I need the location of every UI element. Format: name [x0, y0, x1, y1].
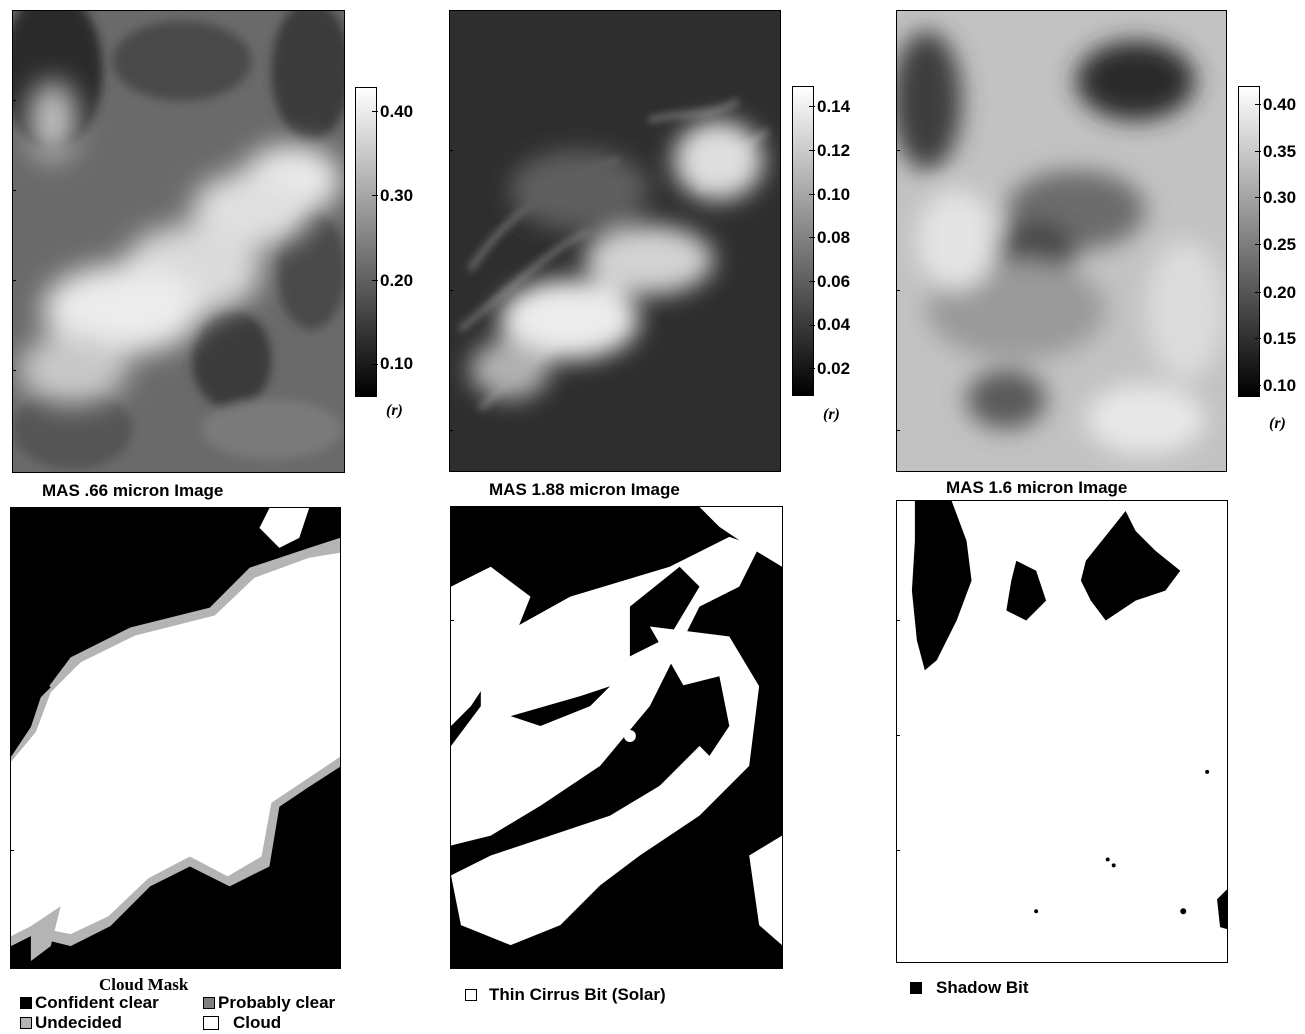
mas-066-image-content: [13, 11, 344, 472]
legend-label: Probably clear: [218, 993, 336, 1012]
cloud-mask-image-content: [11, 508, 340, 968]
shadow-bit-image-content: [897, 501, 1227, 962]
colorbar-label: 0.35: [1263, 142, 1297, 161]
mas-066-caption: MAS .66 micron Image: [42, 481, 224, 500]
legend-label: Confident clear: [35, 993, 159, 1012]
mas-188-image: [449, 10, 781, 472]
colorbar-label: 0.40: [380, 102, 414, 121]
colorbar-label: 0.14: [817, 97, 851, 116]
legend-item-undecided: Undecided: [20, 1013, 122, 1033]
legend-item-probably-clear: Probably clear: [203, 993, 335, 1013]
legend-item-cloud: Cloud: [203, 1013, 281, 1033]
thin-cirrus-image-content: [451, 507, 782, 968]
legend-item-thin-cirrus: Thin Cirrus Bit (Solar): [465, 985, 666, 1005]
cloud-mask-image: [10, 507, 341, 969]
cloud-mask-title: Cloud Mask: [99, 975, 189, 994]
colorbar-label: 0.30: [1263, 188, 1297, 207]
colorbar-label: 0.08: [817, 228, 851, 247]
mas-188-image-content: [450, 11, 780, 471]
legend-item-confident-clear: Confident clear: [20, 993, 159, 1013]
colorbar-unit: (r): [386, 402, 403, 419]
legend-swatch: [20, 997, 32, 1009]
colorbar-unit: (r): [1269, 415, 1286, 432]
mas-066-image: [12, 10, 345, 473]
colorbar-label: 0.40: [1263, 95, 1297, 114]
mas-188-colorbar: [792, 86, 814, 396]
legend-label: Shadow Bit: [936, 978, 1029, 997]
colorbar-label: 0.10: [380, 354, 414, 373]
colorbar-label: 0.06: [817, 272, 851, 291]
colorbar-label: 0.12: [817, 141, 851, 160]
legend-label: Thin Cirrus Bit (Solar): [489, 985, 666, 1004]
colorbar-label: 0.20: [1263, 283, 1297, 302]
shadow-bit-image: [896, 500, 1228, 963]
colorbar-label: 0.15: [1263, 329, 1297, 348]
legend-swatch: [203, 997, 215, 1009]
thin-cirrus-image: [450, 506, 783, 969]
legend-swatch: [20, 1017, 32, 1029]
colorbar-label: 0.04: [817, 315, 851, 334]
colorbar-unit: (r): [823, 406, 840, 423]
legend-item-shadow: Shadow Bit: [910, 978, 1029, 998]
mas-16-image: [896, 10, 1227, 472]
mas-16-colorbar: [1238, 86, 1260, 397]
colorbar-label: 0.10: [1263, 376, 1297, 395]
legend-label: Cloud: [233, 1013, 282, 1032]
colorbar-label: 0.30: [380, 186, 414, 205]
legend-label: Undecided: [35, 1013, 122, 1032]
legend-swatch: [203, 1016, 219, 1030]
colorbar-label: 0.10: [817, 185, 851, 204]
mas-188-caption: MAS 1.88 micron Image: [489, 480, 680, 499]
mas-16-caption: MAS 1.6 micron Image: [946, 478, 1128, 497]
mas-066-colorbar: [355, 87, 377, 397]
legend-swatch: [465, 989, 477, 1001]
colorbar-label: 0.02: [817, 359, 851, 378]
mas-16-image-content: [897, 11, 1226, 471]
legend-swatch: [910, 982, 922, 994]
colorbar-label: 0.20: [380, 271, 414, 290]
colorbar-label: 0.25: [1263, 235, 1297, 254]
